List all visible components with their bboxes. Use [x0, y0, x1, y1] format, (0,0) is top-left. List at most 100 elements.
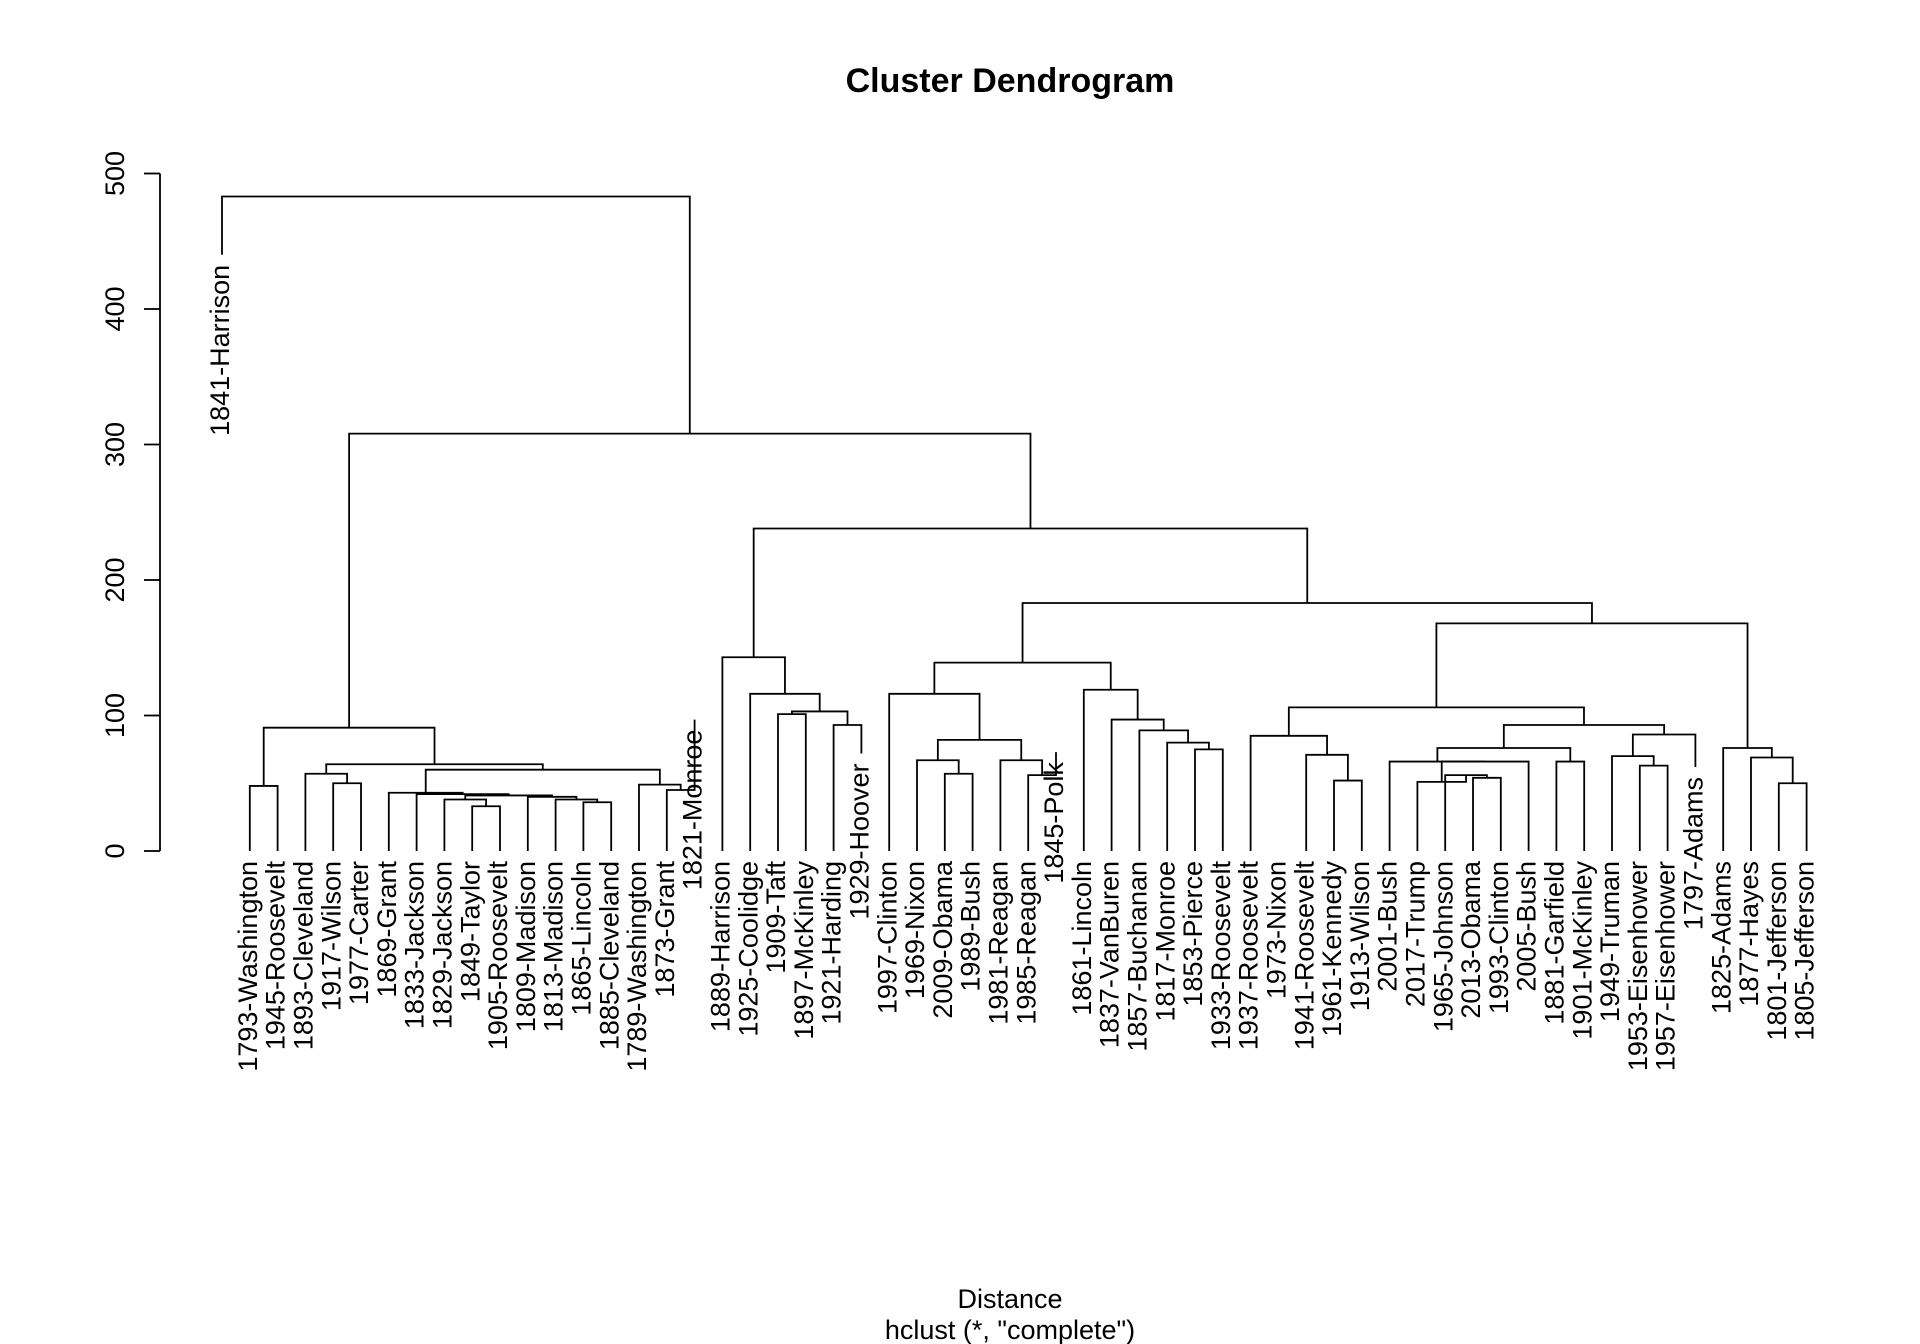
dendrogram-link [1021, 602, 1593, 663]
leaf-label: 1797-Adams [1679, 777, 1709, 930]
dendrogram-link [304, 772, 348, 851]
dendrogram-link [262, 726, 436, 786]
leaf-label: 1885-Cleveland [594, 861, 624, 1050]
dendrogram-link [526, 795, 578, 851]
leaf-label: 1961-Kennedy [1317, 861, 1347, 1037]
y-tick-label: 200 [100, 557, 130, 602]
dendrogram-link [1502, 724, 1666, 749]
dendrogram-link [1472, 776, 1502, 851]
leaf-label: 1921-Harding [817, 861, 847, 1025]
leaf-label: 1805-Jefferson [1790, 861, 1820, 1041]
dendrogram-link [1416, 775, 1467, 851]
dendrogram-link [554, 798, 599, 851]
leaf-label: 1957-Eisenhower [1651, 861, 1681, 1071]
leaf-label: 1813-Madison [539, 861, 569, 1032]
leaf-label: 1869-Grant [372, 861, 402, 998]
dendrogram-link [943, 772, 974, 851]
dendrogram-link [424, 768, 661, 793]
dendrogram-link [1436, 747, 1572, 762]
y-tick-label: 400 [100, 286, 130, 331]
leaf-label: 1937-Roosevelt [1234, 861, 1264, 1051]
dendrogram-link [752, 527, 1309, 658]
dendrogram-link [1435, 622, 1749, 749]
leaf-label: 1905-Roosevelt [483, 861, 513, 1051]
leaf-label: 1909-Taft [761, 861, 791, 974]
leaf-label: 1853-Pierce [1178, 861, 1208, 1007]
leaf-label: 1893-Cleveland [289, 861, 319, 1050]
leaf-label: 1825-Adams [1706, 861, 1736, 1014]
leaf-label: 2005-Bush [1512, 861, 1542, 992]
leaf-label: 1873-Grant [650, 861, 680, 998]
dendrogram-links [221, 195, 1808, 851]
leaf-label: 1845-Polk [1039, 762, 1069, 884]
dendrogram-link [749, 692, 821, 851]
dendrogram-link [721, 656, 786, 851]
leaf-label: 1969-Nixon [900, 861, 930, 999]
y-axis: 0 100 200 300 400 500 [100, 151, 161, 859]
leaf-label: 1973-Nixon [1262, 861, 1292, 999]
dendrogram-link [999, 759, 1043, 851]
dendrogram-link [248, 785, 279, 851]
leaf-label: 2017-Trump [1401, 861, 1431, 1007]
leaf-label: 1933-Roosevelt [1206, 861, 1236, 1051]
dendrogram-link [332, 782, 362, 851]
leaf-label: 1941-Roosevelt [1289, 861, 1319, 1051]
y-tick-label: 500 [100, 151, 130, 196]
leaf-label: 1949-Truman [1595, 861, 1625, 1022]
leaf-label: 1801-Jefferson [1762, 861, 1792, 1041]
leaf-label: 2013-Obama [1456, 860, 1486, 1019]
leaf-label: 1821-Monroe [678, 730, 708, 891]
dendrogram-link [1138, 729, 1189, 851]
leaf-label: 1849-Taylor [455, 861, 485, 1002]
dendrogram-link [1638, 764, 1669, 851]
leaf-label: 1993-Clinton [1484, 861, 1514, 1014]
leaf-label: 1817-Monroe [1150, 861, 1180, 1022]
dendrogram-link [221, 195, 691, 434]
leaf-label: 1889-Harrison [706, 861, 736, 1032]
leaf-label: 1929-Hoover [845, 763, 875, 919]
dendrogram-link [1555, 760, 1586, 851]
leaf-label: 1841-Harrison [205, 265, 235, 436]
dendrogram-link [1388, 760, 1486, 851]
dendrogram-link [1722, 747, 1773, 851]
leaf-label: 1833-Jackson [400, 861, 430, 1029]
leaf-label: 1877-Hayes [1734, 861, 1764, 1007]
dendrogram-link [443, 798, 487, 851]
leaf-label: 2009-Obama [928, 860, 958, 1019]
dendrogram-link [1631, 733, 1697, 767]
dendrogram-link [415, 793, 510, 851]
dendrogram-link [348, 432, 1032, 728]
leaf-label: 1837-VanBuren [1095, 861, 1125, 1048]
y-tick-label: 0 [100, 843, 130, 858]
leaf-label: 1989-Bush [956, 861, 986, 992]
leaf-label: 1861-Lincoln [1067, 861, 1097, 1016]
leaf-label: 1897-McKinley [789, 861, 819, 1040]
leaf-label: 1881-Garfield [1540, 861, 1570, 1025]
dendrogram-link [1750, 756, 1794, 851]
leaf-label: 1865-Lincoln [567, 861, 597, 1016]
leaf-label: 2001-Bush [1373, 861, 1403, 992]
leaf-label: 1945-Roosevelt [261, 861, 291, 1051]
leaf-label: 1901-McKinley [1567, 861, 1597, 1040]
leaf-label: 1913-Wilson [1345, 861, 1375, 1011]
dendrogram-link [1249, 734, 1328, 851]
leaf-label: 1857-Buchanan [1123, 861, 1153, 1052]
dendrogram-link [1110, 718, 1165, 851]
leaf-label: 1977-Carter [344, 861, 374, 1005]
dendrogram-link [471, 805, 501, 851]
dendrogram-link [387, 791, 464, 851]
leaf-label: 1917-Wilson [316, 861, 346, 1011]
dendrogram-link [638, 783, 682, 851]
leaf-label: 1965-Johnson [1428, 861, 1458, 1032]
leaf-label: 1953-Eisenhower [1623, 861, 1653, 1071]
x-axis-label: Distance [957, 1284, 1062, 1314]
dendrogram-link [777, 713, 807, 851]
leaf-label: 1809-Madison [511, 861, 541, 1032]
dendrogram-link [888, 692, 981, 851]
dendrogram-link [1444, 774, 1488, 851]
y-tick-label: 300 [100, 422, 130, 467]
dendrogram-link [1777, 782, 1808, 851]
leaf-label: 1829-Jackson [428, 861, 458, 1029]
dendrogram-link [1194, 748, 1224, 851]
